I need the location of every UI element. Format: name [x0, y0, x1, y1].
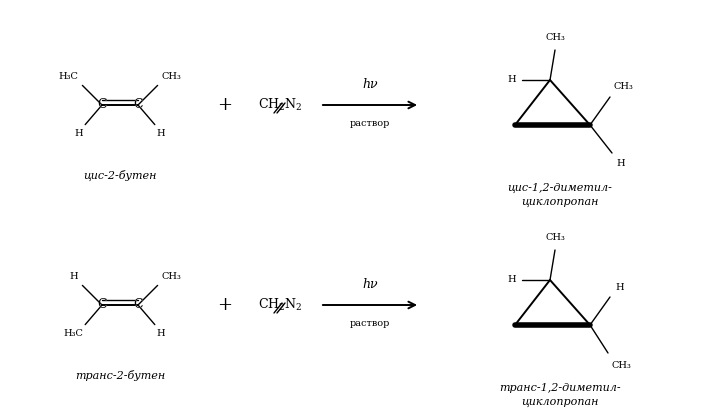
Text: C: C: [133, 298, 143, 311]
Text: H: H: [157, 329, 165, 338]
Text: H: H: [616, 159, 624, 168]
Text: H₃C: H₃C: [58, 72, 78, 82]
Text: транс-1,2-диметил-: транс-1,2-диметил-: [499, 383, 621, 393]
Text: цис-1,2-диметил-: цис-1,2-диметил-: [508, 183, 612, 193]
Text: CH₃: CH₃: [612, 361, 632, 370]
Text: +: +: [217, 296, 233, 314]
Text: hν: hν: [362, 278, 378, 291]
Text: H: H: [157, 129, 165, 138]
Text: C: C: [133, 99, 143, 112]
Text: H: H: [508, 275, 516, 285]
Text: циклопропан: циклопропан: [521, 197, 599, 207]
Text: H: H: [75, 129, 83, 138]
Text: C: C: [97, 99, 107, 112]
Text: CH₃: CH₃: [545, 233, 565, 242]
Text: hν: hν: [362, 78, 378, 91]
Text: +: +: [217, 96, 233, 114]
Text: CH₃: CH₃: [614, 82, 634, 91]
Text: C: C: [97, 99, 107, 112]
Text: раствор: раствор: [350, 119, 390, 128]
Text: раствор: раствор: [350, 319, 390, 328]
Text: CH₃: CH₃: [162, 72, 182, 82]
Text: цис-2-бутен: цис-2-бутен: [83, 170, 157, 181]
Text: C: C: [97, 298, 107, 311]
Text: H: H: [615, 283, 624, 292]
Text: H₃C: H₃C: [63, 329, 83, 338]
Text: CH₃: CH₃: [545, 33, 565, 42]
Text: H: H: [70, 273, 78, 281]
Text: циклопропан: циклопропан: [521, 397, 599, 407]
Text: H: H: [508, 76, 516, 84]
Text: C: C: [97, 298, 107, 311]
Text: транс-2-бутен: транс-2-бутен: [75, 370, 165, 381]
Text: $\mathregular{CH_2N_2}$: $\mathregular{CH_2N_2}$: [258, 297, 302, 313]
Text: $\mathregular{CH_2N_2}$: $\mathregular{CH_2N_2}$: [258, 97, 302, 113]
Text: C: C: [133, 99, 143, 112]
Text: CH₃: CH₃: [162, 273, 182, 281]
Text: C: C: [133, 298, 143, 311]
